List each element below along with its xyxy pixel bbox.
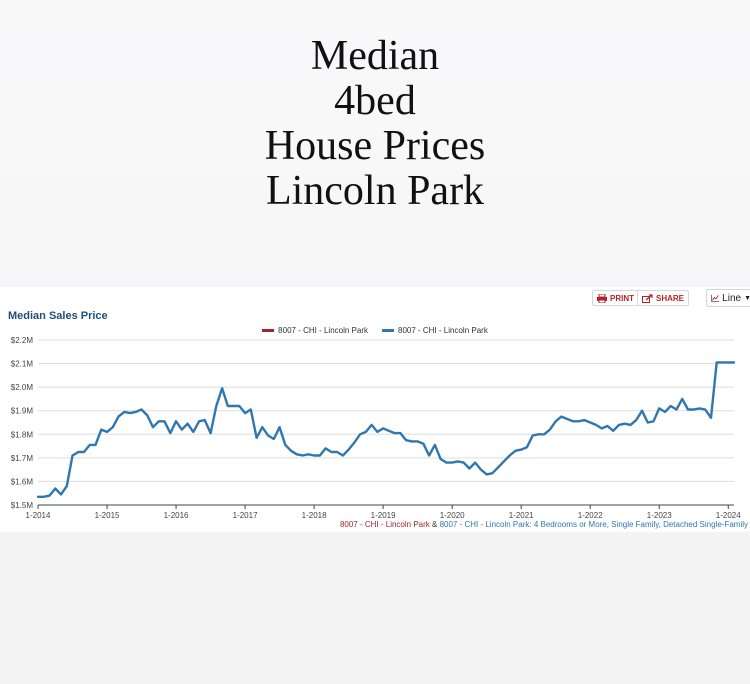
x-tick-label: 1-2019 [371,511,396,520]
page-headline: Median 4bed House Prices Lincoln Park [0,34,750,214]
headline-line-3: House Prices [264,123,486,169]
line-chart: $1.5M $1.6M $1.7M $1.8M $1.9M $2.0M $2.1M $2.2M… [11,336,741,520]
footnote-series-blue: 8007 - CHI - Lincoln Park [439,520,530,529]
headline-line-1: Median [310,33,440,79]
y-tick-label: $2.2M [11,336,34,345]
footnote-series-red: 8007 - CHI - Lincoln Park [339,520,430,529]
x-tick-label: 1-2021 [509,511,534,520]
x-tick-label: 1-2017 [233,511,258,520]
chart-title: Median Sales Price [8,310,108,322]
share-label: SHARE [656,293,685,303]
print-label: PRINT [610,293,634,303]
legend-label-blue: 8007 - CHI - Lincoln Park [398,325,488,335]
y-tick-label: $1.7M [11,454,34,463]
line-chart-icon [711,294,720,302]
legend-swatch-blue [382,328,394,332]
print-button[interactable]: PRINT [592,290,639,306]
footnote-joiner: & [429,520,440,529]
x-tick-label: 1-2015 [95,511,120,520]
chart-legend: 8007 - CHI - Lincoln Park 8007 - CHI - L… [0,324,750,336]
headline-line-4: Lincoln Park [265,168,485,214]
printer-icon [597,293,607,303]
y-tick-label: $2.1M [11,360,34,369]
legend-item-blue[interactable]: 8007 - CHI - Lincoln Park [382,324,488,336]
x-tick-label: 1-2024 [716,511,741,520]
footnote-description: : 4 Bedrooms or More, Single Family, Det… [529,520,748,529]
chart-footnote: 8007 - CHI - Lincoln Park & 8007 - CHI -… [340,520,748,529]
legend-swatch-red [262,328,275,332]
legend-item-red[interactable]: 8007 - CHI - Lincoln Park [262,324,368,336]
y-tick-label: $1.6M [11,477,34,486]
x-tick-label: 1-2014 [26,511,51,520]
x-tick-label: 1-2016 [164,511,189,520]
chart-type-select[interactable]: Line ▼ [706,289,750,307]
chevron-down-icon: ▼ [744,294,750,302]
chart-panel: $1.5M $1.6M $1.7M $1.8M $1.9M $2.0M $2.1M $2.2M… [0,287,750,532]
x-tick-label: 1-2023 [647,511,672,520]
share-button[interactable]: SHARE [637,290,690,306]
headline-line-2: 4bed [334,78,416,124]
y-tick-label: $2.0M [11,383,34,392]
y-tick-label: $1.8M [11,430,34,439]
x-tick-label: 1-2018 [302,511,327,520]
x-tick-label: 1-2020 [440,511,465,520]
y-tick-label: $1.9M [11,407,34,416]
x-tick-label: 1-2022 [578,511,603,520]
legend-label-red: 8007 - CHI - Lincoln Park [278,325,368,335]
series-line [36,361,736,498]
y-tick-label: $1.5M [11,501,34,510]
chart-type-label: Line [722,292,742,304]
share-icon [642,293,653,303]
